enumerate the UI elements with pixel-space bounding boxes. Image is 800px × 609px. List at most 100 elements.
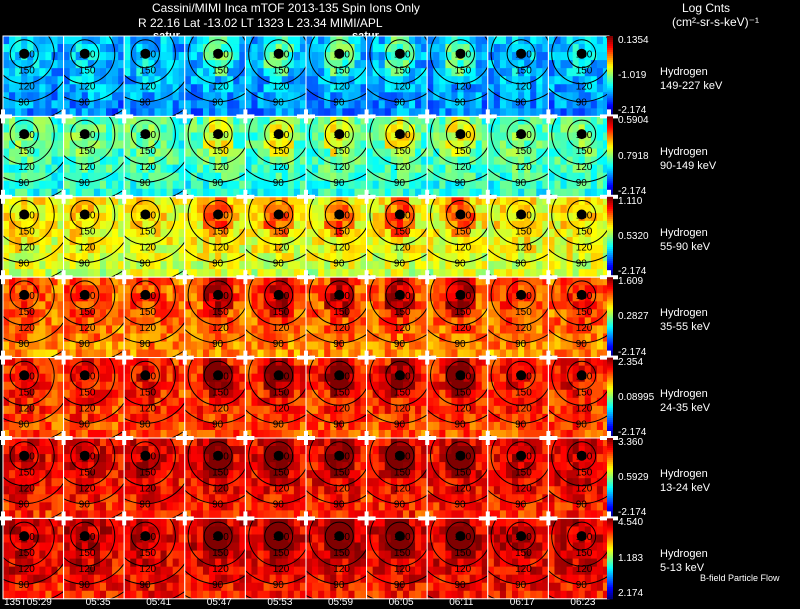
heatmap-cell: [227, 84, 234, 93]
colorbar-segment: [607, 100, 613, 103]
heatmap-cell: [596, 68, 604, 77]
heatmap-cell: [154, 36, 161, 45]
contour-label: 90: [333, 339, 345, 350]
contour-label: 180: [79, 50, 96, 61]
heatmap-cell: [433, 132, 440, 141]
heatmap-cell: [306, 44, 313, 53]
heatmap-cell: [130, 325, 137, 334]
heatmap-cell: [572, 68, 580, 77]
heatmap-cell: [21, 172, 28, 182]
heatmap-cell: [69, 108, 77, 117]
colorbar-segment: [607, 84, 613, 87]
heatmap-cell: [233, 108, 240, 117]
heatmap-cell: [596, 60, 604, 69]
heatmap-cell: [281, 92, 289, 101]
colorbar-segment: [607, 162, 613, 166]
heatmap-cell: [99, 429, 107, 439]
heatmap-cell: [112, 148, 119, 157]
heatmap-cell: [166, 52, 174, 61]
heatmap-cell: [160, 116, 168, 125]
heatmap-cell: [3, 68, 10, 77]
heatmap-cell: [3, 188, 10, 198]
heatmap-cell: [578, 140, 586, 149]
heatmap-cell: [372, 325, 380, 334]
heatmap-cell: [499, 269, 507, 278]
heatmap-cell: [239, 188, 246, 198]
heatmap-cell: [396, 84, 404, 93]
heatmap-cell: [51, 148, 58, 157]
colorbar-segment: [607, 42, 613, 45]
heatmap-cell: [154, 76, 161, 85]
heatmap-cell: [21, 349, 28, 358]
heatmap-cell: [57, 180, 64, 190]
heatmap-cell: [15, 36, 22, 45]
heatmap-cell: [93, 116, 101, 125]
heatmap-cell: [396, 60, 404, 69]
heatmap-cell: [172, 108, 180, 117]
heatmap-cell: [166, 309, 174, 318]
contour-label: 90: [79, 98, 91, 109]
heatmap-cell: [166, 92, 174, 101]
heatmap-cell: [299, 140, 307, 149]
heatmap-cell: [257, 261, 264, 270]
heatmap-cell: [3, 108, 10, 117]
heatmap-cell: [493, 188, 501, 198]
heatmap-cell: [427, 92, 434, 101]
contour-label: 180: [333, 291, 350, 302]
heatmap-cell: [136, 148, 143, 157]
heatmap-cell: [233, 52, 240, 61]
heatmap-cell: [106, 116, 113, 125]
heatmap-cell: [245, 92, 252, 101]
heatmap-cell: [87, 52, 95, 61]
heatmap-cell: [9, 196, 16, 206]
heatmap-cell: [15, 164, 22, 174]
heatmap-cell: [130, 341, 137, 350]
heatmap-cell: [166, 389, 174, 399]
colorbar-segment: [607, 40, 613, 43]
heatmap-cell: [221, 172, 228, 182]
heatmap-cell: [106, 148, 113, 157]
contour-line: [63, 36, 116, 85]
heatmap-cell: [499, 293, 507, 302]
heatmap-cell: [578, 269, 586, 278]
heatmap-cell: [499, 36, 507, 45]
colorbar-segment: [607, 74, 613, 77]
heatmap-cell: [124, 116, 131, 125]
contour-label: 150: [576, 307, 593, 318]
heatmap-cell: [445, 52, 452, 61]
heatmap-cell: [112, 140, 119, 149]
heatmap-cell: [257, 100, 264, 109]
heatmap-cell: [451, 60, 458, 69]
heatmap-cell: [9, 237, 16, 246]
heatmap-cell: [439, 52, 446, 61]
heatmap-cell: [451, 116, 458, 125]
heatmap-cell: [566, 148, 574, 157]
contour-line: [430, 36, 488, 85]
heatmap-cell: [596, 285, 604, 294]
heatmap-cell: [348, 116, 355, 125]
heatmap-cell: [281, 76, 289, 85]
heatmap-cell: [39, 405, 46, 415]
heatmap-cell: [481, 188, 489, 198]
heatmap-cell: [172, 309, 180, 318]
heatmap-cell: [160, 188, 168, 198]
heatmap-cell: [475, 44, 483, 53]
heatmap-cell: [287, 349, 295, 358]
heatmap-cell: [209, 52, 216, 61]
heatmap-cell: [584, 188, 592, 198]
heatmap-cell: [81, 269, 89, 278]
heatmap-cell: [560, 293, 567, 302]
heatmap-cell: [518, 84, 525, 93]
heatmap-cell: [463, 349, 471, 358]
heatmap-cell: [178, 365, 186, 375]
heatmap-cell: [27, 84, 34, 93]
heatmap-cell: [269, 36, 277, 45]
heatmap-cell: [15, 132, 22, 141]
heatmap-cell: [263, 84, 271, 93]
contour-line: [306, 87, 367, 103]
heatmap-cell: [118, 132, 125, 141]
heatmap-cell: [130, 68, 137, 77]
heatmap-cell: [281, 172, 289, 182]
heatmap-cell: [45, 365, 52, 375]
heatmap-cell: [39, 60, 46, 69]
